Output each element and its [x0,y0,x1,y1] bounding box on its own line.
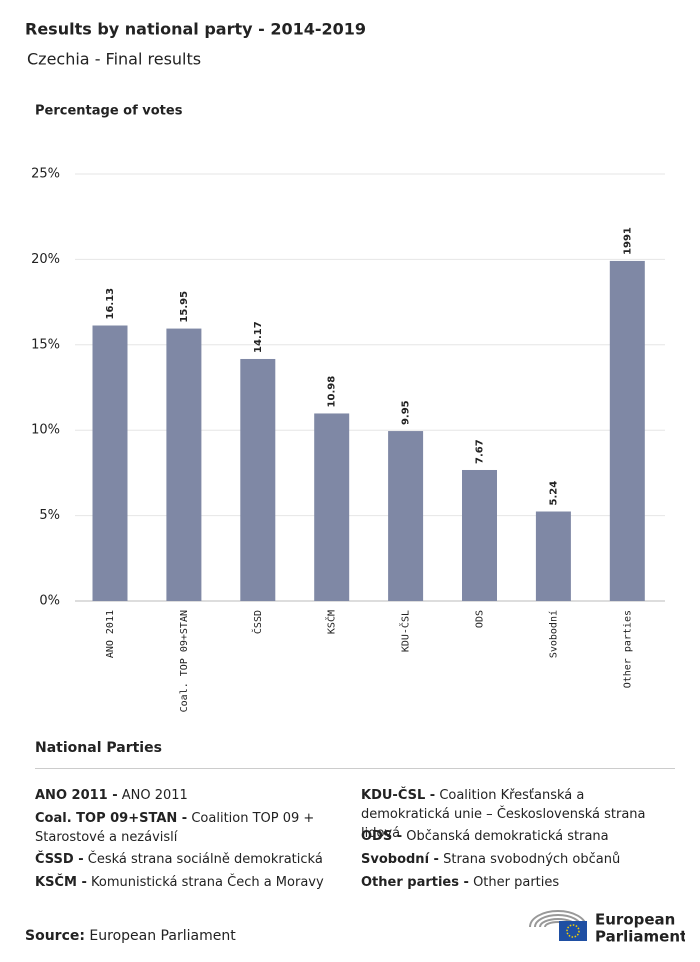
legend-item: ANO 2011 - ANO 2011 [35,786,325,805]
legend-abbr: ODS - [361,829,403,844]
logo: European Parliament [529,910,685,946]
x-tick-label: ČSSD [251,610,264,634]
legend-abbr: Svobodní - [361,852,439,867]
y-tick-label: 20% [31,252,60,267]
value-label: 7.67 [475,439,486,464]
legend-abbr: ČSSD - [35,852,84,867]
legend-item: KDU-ČSL - Coalition Křesťanská a demokra… [361,786,671,843]
value-label: 9.95 [401,400,412,425]
legend-abbr: ANO 2011 - [35,788,118,803]
y-tick-label: 10% [31,423,60,438]
value-label: 14.17 [253,321,264,353]
value-label: 10.98 [327,376,338,408]
y-tick-label: 5% [39,508,60,523]
bar [92,325,128,601]
chart: Results by national party - 2014-2019 Cz… [25,20,665,712]
x-tick-label: ANO 2011 [105,610,116,658]
legend-desc: Komunistická strana Čech a Moravy [90,875,324,890]
legend-item: Other parties - Other parties [361,873,671,892]
x-tick-label: Other parties [622,610,633,688]
bar [166,328,202,601]
x-tick-label: KDU-ČSL [399,610,412,652]
legend-item: ODS - Občanská demokratická strana [361,827,671,846]
y-axis-label: Percentage of votes [35,104,183,119]
bar [388,431,424,601]
x-tick-label: Coal. TOP 09+STAN [179,610,190,712]
logo-line1: European [595,911,675,929]
legend-desc: Coalition Křesťanská a demokratická unie… [361,788,646,841]
logo-line2: Parliament [595,928,685,946]
bar [535,511,571,601]
legend-abbr: Other parties - [361,875,469,890]
legend-abbr: KDU-ČSL - [361,788,436,803]
x-tick-label: ODS [475,610,486,628]
legend-title: National Parties [35,740,162,756]
chart-title: Results by national party - 2014-2019 [25,20,366,39]
chart-subtitle: Czechia - Final results [27,50,201,69]
source-label: Source: [25,928,85,944]
legend-item: ČSSD - Česká strana sociálně demokratick… [35,850,325,869]
x-tick-label: Svobodní [547,610,559,658]
source-text: European Parliament [89,928,236,944]
legend-item: Svobodní - Strana svobodných občanů [361,850,671,869]
bar [462,469,497,601]
divider [35,768,675,769]
legend-desc: ANO 2011 [121,788,188,803]
value-label: 15.95 [179,291,190,323]
bar [240,358,276,601]
legend-desc: Other parties [473,875,560,890]
x-tick-label: KSČM [325,610,338,634]
value-label: 16.13 [105,288,116,320]
legend-abbr: KSČM - [35,875,87,890]
value-label: 5.24 [548,481,559,506]
y-tick-label: 0% [39,594,60,609]
legend-desc: Česká strana sociálně demokratická [87,852,323,867]
legend-desc: Občanská demokratická strana [406,829,609,844]
legend-desc: Coalition TOP 09 + Starostové a nezávisl… [35,811,315,845]
bar [314,413,350,601]
value-label: 1991 [622,227,633,255]
legend-abbr: Coal. TOP 09+STAN - [35,811,188,826]
legend-desc: Strana svobodných občanů [443,852,621,867]
y-tick-label: 25% [31,167,60,182]
legend-item: KSČM - Komunistická strana Čech a Moravy [35,873,325,892]
bar [609,260,645,601]
source: Source: European Parliament [25,927,325,946]
legend-item: Coal. TOP 09+STAN - Coalition TOP 09 + S… [35,809,325,847]
y-tick-label: 15% [31,337,60,352]
